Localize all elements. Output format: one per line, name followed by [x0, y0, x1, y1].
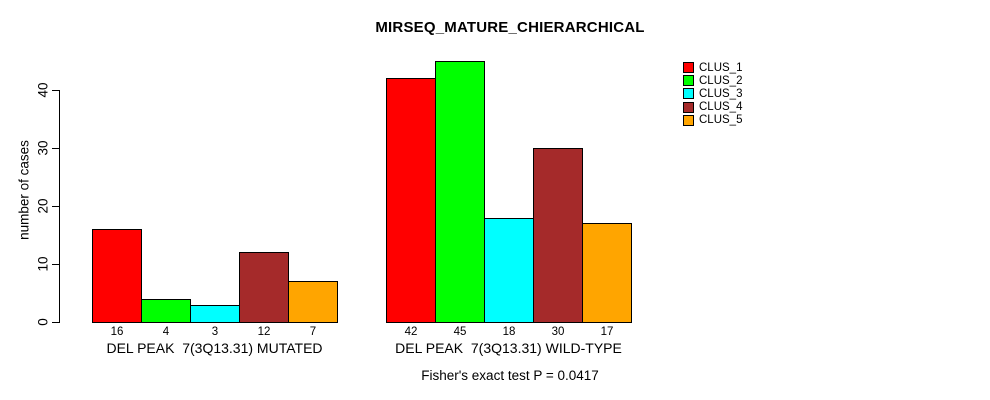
group-label: DEL PEAK 7(3Q13.31) MUTATED: [106, 340, 323, 356]
bar-value-label: 45: [453, 326, 467, 338]
bar-value-label: 12: [257, 326, 271, 338]
y-tick-label: 10: [35, 256, 51, 272]
y-tick-mark: [52, 89, 59, 91]
legend-item-clus_1: CLUS_1: [683, 61, 743, 74]
bar-value-label: 17: [600, 326, 614, 338]
bar-clus_3-group2: [484, 217, 534, 323]
bar-value-label: 18: [502, 326, 516, 338]
y-tick-mark: [52, 205, 59, 207]
legend-label: CLUS_5: [699, 114, 743, 127]
bar-clus_1-group2: [386, 78, 436, 323]
legend-color-swatch: [683, 114, 694, 126]
bar-clus_2-group1: [141, 298, 191, 323]
bar-value-label: 3: [211, 326, 219, 338]
bar-value-label: 42: [404, 326, 418, 338]
group-label: DEL PEAK 7(3Q13.31) WILD-TYPE: [395, 340, 622, 356]
bar-clus_3-group1: [190, 304, 240, 323]
y-axis-label: number of cases: [16, 140, 32, 240]
chart-title: MIRSEQ_MATURE_CHIERARCHICAL: [375, 19, 645, 36]
fisher-test-caption: Fisher's exact test P = 0.0417: [421, 368, 599, 383]
bar-clus_5-group2: [582, 223, 632, 323]
bar-clus_1-group1: [92, 229, 142, 323]
legend-item-clus_3: CLUS_3: [683, 87, 743, 100]
y-tick-label: 40: [35, 82, 51, 98]
bar-clus_2-group2: [435, 61, 485, 323]
bar-value-label: 16: [110, 326, 124, 338]
y-tick-mark: [52, 147, 59, 149]
y-tick-label: 20: [35, 198, 51, 214]
bar-value-label: 7: [309, 326, 317, 338]
legend-color-swatch: [683, 88, 694, 100]
y-tick-mark: [52, 321, 59, 323]
legend-color-swatch: [683, 62, 694, 73]
y-tick-label: 0: [35, 318, 51, 326]
legend-color-swatch: [683, 101, 694, 113]
legend: CLUS_1 CLUS_2 CLUS_3 CLUS_4 CLUS_5: [683, 62, 742, 128]
legend-item-clus_4: CLUS_4: [683, 101, 743, 114]
legend-label: CLUS_4: [699, 101, 743, 114]
bar-clus_5-group1: [288, 281, 338, 323]
legend-label: CLUS_3: [699, 87, 743, 100]
bar-clus_4-group2: [533, 148, 583, 323]
y-tick-label: 30: [35, 140, 51, 156]
bar-value-label: 4: [162, 326, 170, 338]
bar-clus_4-group1: [239, 252, 289, 323]
legend-label: CLUS_1: [699, 61, 743, 74]
bar-value-label: 30: [551, 326, 565, 338]
legend-item-clus_5: CLUS_5: [683, 114, 743, 127]
y-tick-mark: [52, 263, 59, 265]
legend-label: CLUS_2: [699, 74, 743, 87]
legend-color-swatch: [683, 75, 694, 87]
y-axis-line: [59, 90, 61, 323]
legend-item-clus_2: CLUS_2: [683, 74, 743, 87]
